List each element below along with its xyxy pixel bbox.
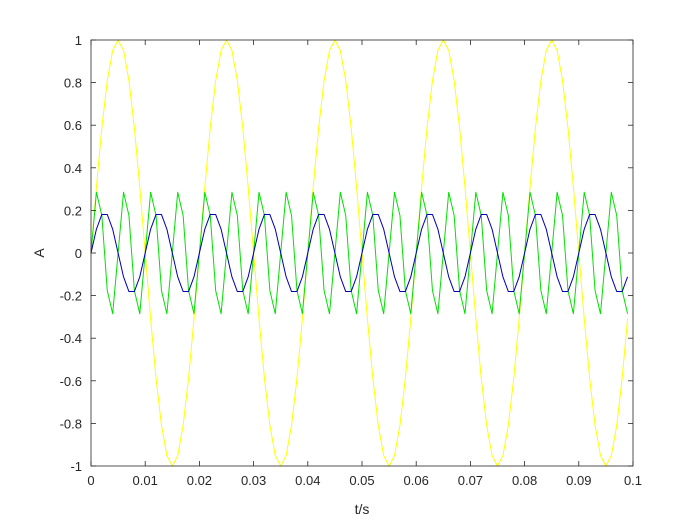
- x-tick-label: 0.05: [349, 473, 374, 488]
- x-tick-label: 0.06: [404, 473, 429, 488]
- x-tick-label: 0.01: [133, 473, 158, 488]
- y-tick-label: -0.4: [60, 331, 82, 346]
- x-tick-label: 0.09: [566, 473, 591, 488]
- y-tick-label: 0.8: [64, 76, 82, 91]
- x-tick-label: 0.1: [624, 473, 642, 488]
- y-tick-label: 0.6: [64, 118, 82, 133]
- y-tick-label: -0.6: [60, 374, 82, 389]
- x-tick-label: 0.02: [187, 473, 212, 488]
- y-tick-label: -1: [70, 459, 82, 474]
- series-line-2: [90, 191, 629, 315]
- y-tick-label: 0.2: [64, 203, 82, 218]
- ticks-layer: 0 0.01 0.02 0.03 0.04 0.05 0.06 0.07 0.08 0.09 0.1…: [60, 33, 642, 488]
- y-tick-label: -0.8: [60, 416, 82, 431]
- y-tick-label: 0: [75, 246, 82, 261]
- series-line-3: [90, 213, 629, 293]
- x-tick-label: 0.07: [458, 473, 483, 488]
- series-line-1: [90, 39, 629, 467]
- y-tick-label: 1: [75, 33, 82, 48]
- x-tick-label: 0.03: [241, 473, 266, 488]
- y-tick-label: 0.4: [64, 161, 82, 176]
- x-axis-label: t/s: [355, 501, 370, 517]
- series-layer: [90, 39, 629, 467]
- x-tick-label: 0: [87, 473, 94, 488]
- x-tick-label: 0.04: [295, 473, 320, 488]
- y-tick-label: -0.2: [60, 289, 82, 304]
- x-tick-label: 0.08: [512, 473, 537, 488]
- y-axis-label: A: [31, 248, 47, 258]
